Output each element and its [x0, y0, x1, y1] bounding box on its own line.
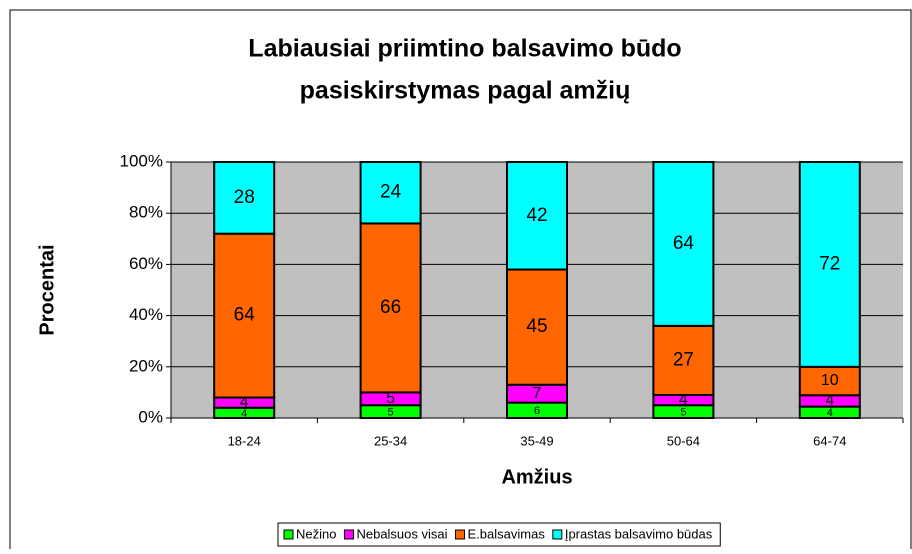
data-label: 27	[673, 349, 694, 370]
legend: Nežino Nebalsuos visai E.balsavimas Įprasta…	[277, 522, 721, 547]
data-label: 5	[680, 407, 686, 419]
bar-segment	[506, 268, 568, 386]
legend-swatch	[283, 529, 294, 540]
x-tick-label: 18-24	[228, 433, 261, 448]
bar-segment	[798, 161, 861, 368]
bar-segment	[652, 161, 715, 327]
legend-label: Nežino	[296, 526, 336, 541]
data-label: 28	[234, 187, 255, 208]
data-label: 72	[819, 253, 840, 274]
data-label: 4	[241, 408, 247, 420]
data-label: 4	[240, 394, 249, 411]
legend-label: Nebalsuos visai	[356, 526, 447, 541]
x-tick-label: 35-49	[520, 433, 553, 448]
bar-segment	[213, 232, 276, 399]
data-label: 6	[534, 405, 540, 417]
y-tick-label: 40%	[129, 305, 163, 324]
data-label: 64	[673, 233, 695, 254]
data-label: 5	[386, 390, 395, 407]
data-label: 64	[234, 305, 256, 326]
legend-box	[277, 522, 721, 547]
data-label: 5	[388, 407, 394, 419]
y-tick-label: 80%	[129, 203, 163, 222]
bar-segment	[652, 324, 715, 396]
bar-segment	[359, 161, 422, 225]
y-tick-label: 100%	[120, 151, 163, 170]
legend-label: E.balsavimas	[468, 526, 546, 541]
legend-swatch	[455, 529, 466, 540]
x-tick-label: 50-64	[667, 433, 700, 448]
bar-segment	[798, 365, 861, 397]
chart-title: Labiausiai priimtino balsavimo būdo	[248, 35, 681, 63]
legend-swatch	[343, 529, 354, 540]
data-label: 45	[526, 316, 547, 337]
data-label: 10	[821, 372, 839, 389]
y-tick-label: 60%	[129, 254, 163, 273]
chart-subtitle: pasiskirstymas pagal amžių	[300, 77, 631, 105]
bar-segment	[213, 161, 276, 235]
data-label: 4	[679, 391, 688, 408]
x-tick-label: 64-74	[813, 433, 846, 448]
bar-segment	[506, 161, 568, 271]
legend-swatch	[552, 529, 563, 540]
y-tick-label: 0%	[138, 407, 163, 426]
x-axis-label: Amžius	[501, 466, 572, 488]
x-tick-label: 25-34	[374, 433, 407, 448]
legend-label: Įprastas balsavimo būdas	[565, 526, 713, 541]
data-label: 24	[380, 182, 402, 203]
data-label: 66	[380, 297, 401, 318]
data-label: 42	[526, 205, 547, 226]
y-tick-label: 20%	[129, 356, 163, 375]
data-label: 7	[533, 385, 542, 402]
data-label: 4	[825, 392, 834, 409]
y-axis-label: Procentai	[36, 244, 58, 335]
data-label: 4	[827, 407, 833, 419]
